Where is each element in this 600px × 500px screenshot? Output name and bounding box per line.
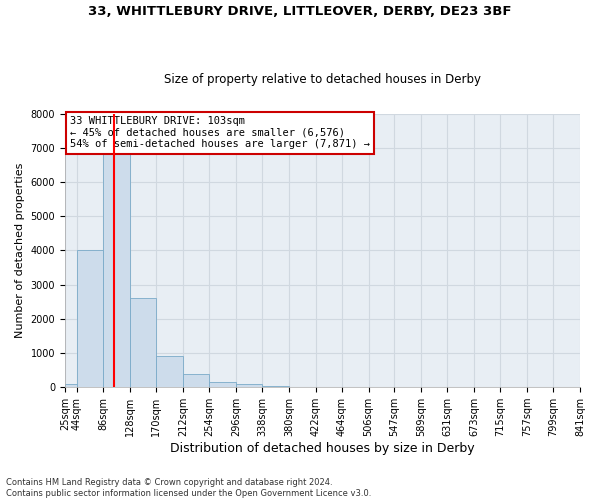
Bar <box>65 384 77 387</box>
Text: 33, WHITTLEBURY DRIVE, LITTLEOVER, DERBY, DE23 3BF: 33, WHITTLEBURY DRIVE, LITTLEOVER, DERBY… <box>88 5 512 18</box>
Bar <box>236 384 262 387</box>
Bar <box>77 250 103 387</box>
Text: Contains HM Land Registry data © Crown copyright and database right 2024.
Contai: Contains HM Land Registry data © Crown c… <box>6 478 371 498</box>
Y-axis label: Number of detached properties: Number of detached properties <box>15 162 25 338</box>
X-axis label: Distribution of detached houses by size in Derby: Distribution of detached houses by size … <box>170 442 475 455</box>
Bar <box>157 356 183 387</box>
Bar <box>103 130 130 387</box>
Bar <box>183 374 209 387</box>
Title: Size of property relative to detached houses in Derby: Size of property relative to detached ho… <box>164 73 481 86</box>
Bar <box>130 298 157 387</box>
Bar <box>209 382 236 387</box>
Bar <box>262 386 289 387</box>
Text: 33 WHITTLEBURY DRIVE: 103sqm
← 45% of detached houses are smaller (6,576)
54% of: 33 WHITTLEBURY DRIVE: 103sqm ← 45% of de… <box>70 116 370 150</box>
